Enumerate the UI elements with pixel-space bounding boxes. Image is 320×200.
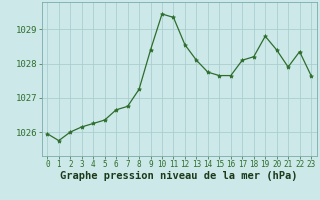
X-axis label: Graphe pression niveau de la mer (hPa): Graphe pression niveau de la mer (hPa) (60, 171, 298, 181)
